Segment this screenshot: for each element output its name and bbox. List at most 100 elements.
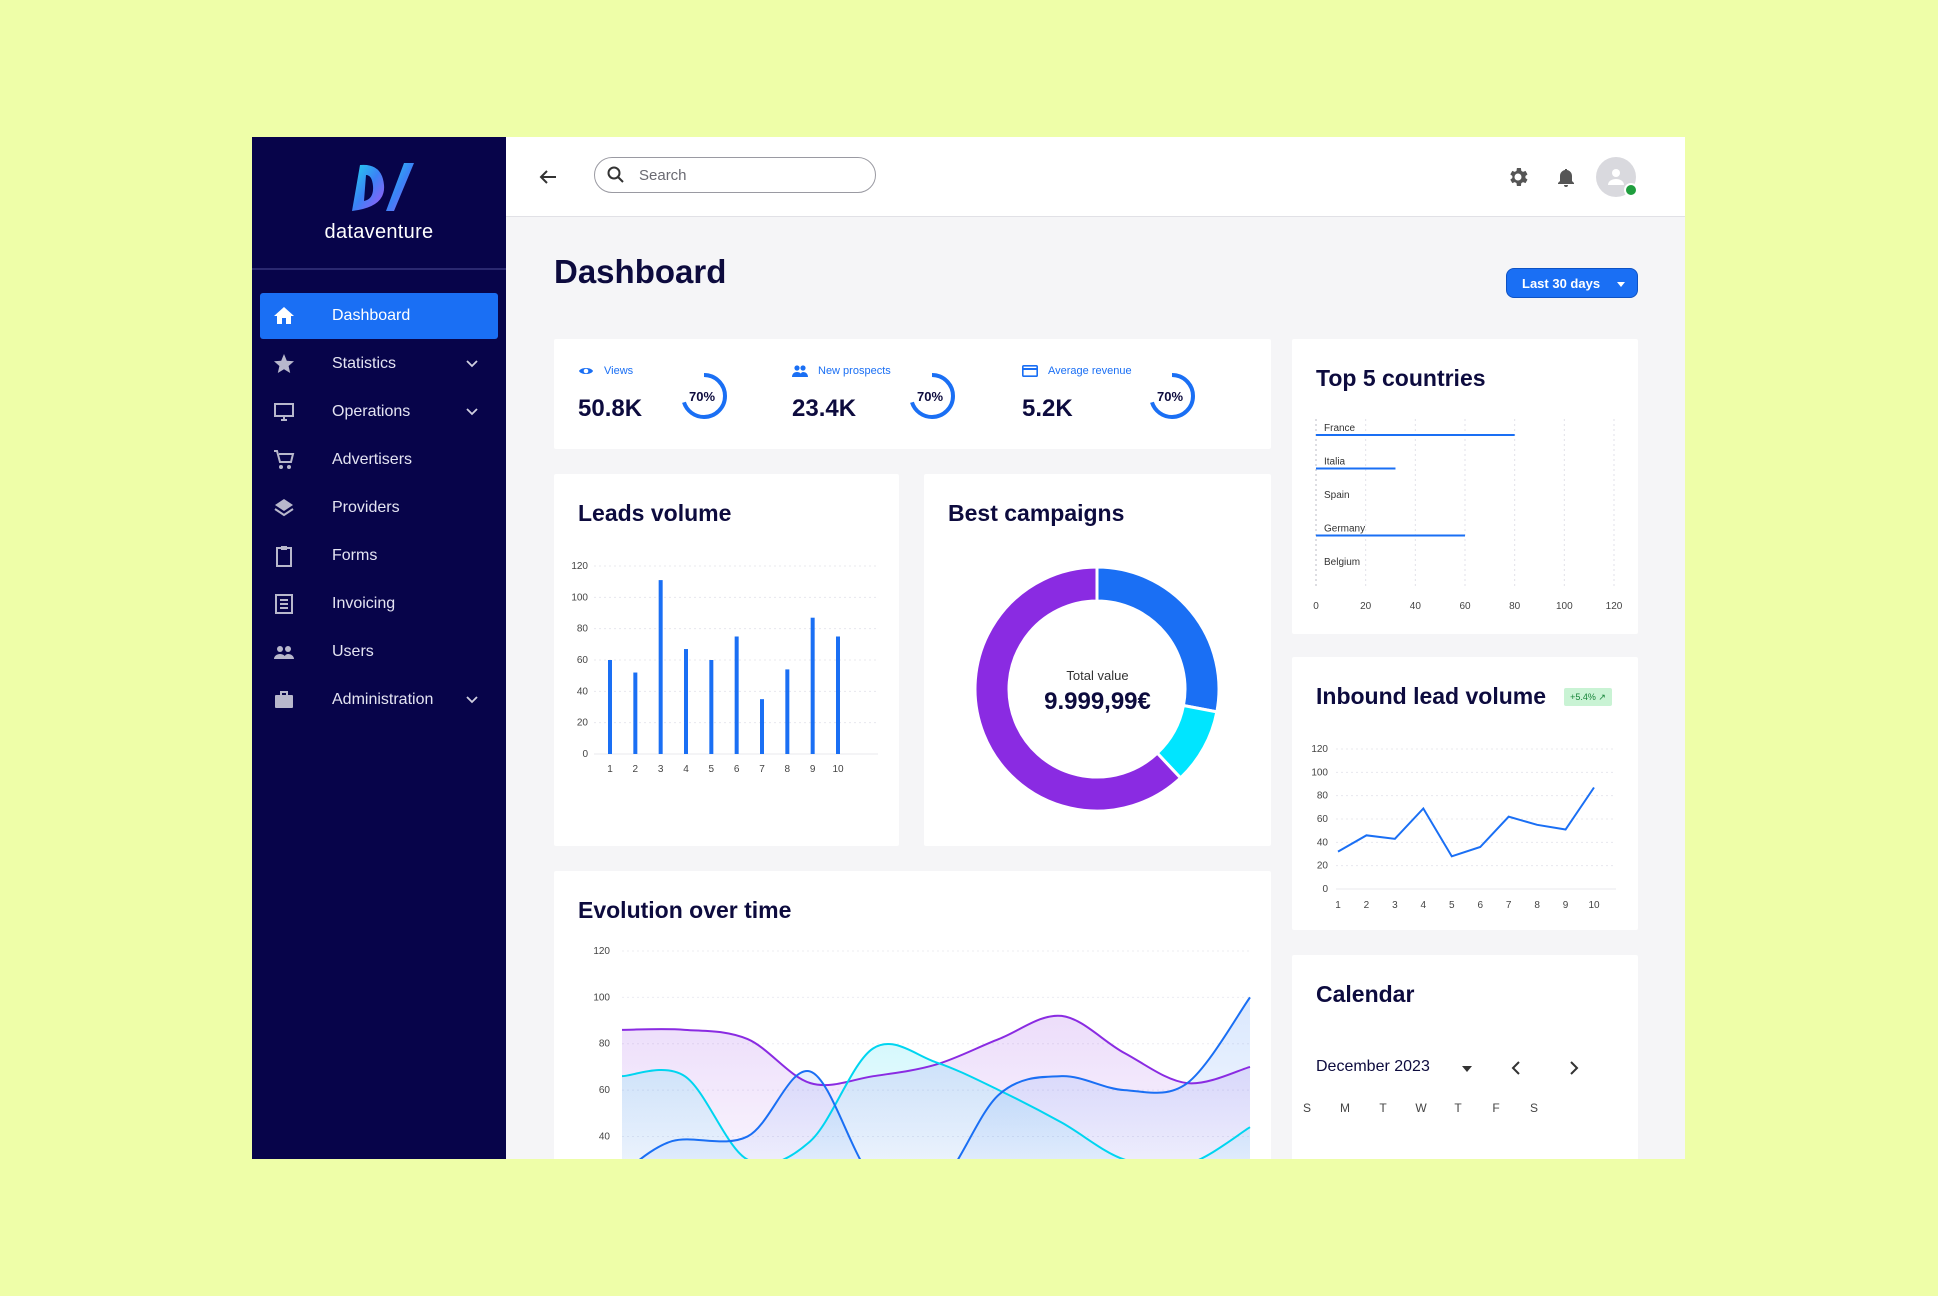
countries-chart: 0 20 40 60 80 100 120 France Italia Spain Germany B… — [1313, 419, 1623, 612]
kpi-progress-ring — [909, 373, 955, 419]
bar — [684, 649, 688, 754]
briefcase-icon — [275, 691, 293, 708]
sidebar-divider — [252, 268, 506, 270]
top-bar — [506, 137, 1685, 217]
series-line — [638, 996, 1251, 1159]
x-tick-label: 3 — [1392, 900, 1398, 911]
sidebar-item-label: Advertisers — [332, 451, 413, 468]
x-tick-label: 5 — [709, 764, 715, 775]
sidebar-item-providers[interactable]: Providers — [260, 485, 498, 531]
chevron-right-icon[interactable] — [1564, 1059, 1582, 1077]
y-tick-label: 60 — [599, 1085, 611, 1096]
brand-name: dataventure — [324, 221, 434, 243]
x-tick-label: 80 — [1509, 601, 1521, 612]
inbound-line-chart: 0 20 40 60 80 100 120 1 2 3 4 5 6 7 8 9 10 — [1311, 744, 1616, 911]
kpi-progress-ring — [1149, 373, 1195, 419]
country-label: Germany — [1324, 524, 1365, 535]
sidebar-item-label: Users — [332, 643, 374, 660]
country-label: France — [1324, 423, 1356, 434]
kpi-card: Views 50.8K 70% New prospects 23.4K 70% … — [554, 339, 1271, 449]
caret-down-icon[interactable] — [1462, 1066, 1472, 1072]
bar — [734, 636, 739, 754]
star-icon — [274, 354, 294, 373]
page-title: Dashboard — [554, 253, 727, 290]
x-tick-label: 1 — [1335, 900, 1341, 911]
x-tick-label: 1 — [607, 764, 613, 775]
kpi-label: Average revenue — [1048, 365, 1132, 377]
trend-badge: +5.4% ↗ — [1564, 688, 1612, 706]
x-tick-label: 20 — [1360, 601, 1372, 612]
sidebar-item-statistics[interactable]: Statistics — [260, 341, 498, 387]
x-tick-label: 5 — [1449, 900, 1455, 911]
x-tick-label: 4 — [1421, 900, 1427, 911]
weekday-label: F — [1492, 1101, 1500, 1115]
sidebar-item-users[interactable]: Users — [260, 629, 498, 675]
sidebar-item-label: Invoicing — [332, 595, 396, 612]
y-tick-label: 0 — [582, 749, 588, 760]
y-tick-label: 100 — [593, 992, 610, 1003]
bell-icon[interactable] — [1554, 165, 1578, 189]
eye-icon — [579, 368, 593, 374]
chevron-down-icon[interactable] — [464, 691, 480, 707]
y-tick-label: 80 — [1317, 791, 1329, 802]
receipt-icon — [275, 594, 293, 614]
sidebar-item-operations[interactable]: Operations — [260, 389, 498, 435]
chevron-down-icon[interactable] — [464, 355, 480, 371]
x-tick-label: 60 — [1459, 601, 1471, 612]
sidebar-item-advertisers[interactable]: Advertisers — [260, 437, 498, 483]
series-line — [1337, 786, 1595, 858]
kpi-value: 50.8K — [578, 395, 643, 422]
leads-bar-chart: 0 20 40 60 80 100 120 1 2 3 4 5 6 7 8 9 10 — [571, 561, 878, 775]
sidebar-item-administration[interactable]: Administration — [260, 677, 498, 723]
sidebar: dataventure Dashboard Statistics Operati… — [252, 137, 506, 1159]
card-title: Top 5 countries — [1316, 365, 1486, 391]
x-tick-label: 3 — [658, 764, 664, 775]
brand-logo[interactable]: dataventure — [252, 137, 506, 267]
x-tick-label: 4 — [683, 764, 689, 775]
caret-down-icon — [1617, 282, 1625, 287]
y-tick-label: 20 — [577, 718, 589, 729]
card-title: Leads volume — [578, 500, 732, 526]
chevron-left-icon[interactable] — [1508, 1059, 1526, 1077]
ring-arc — [681, 373, 727, 419]
sidebar-item-forms[interactable]: Forms — [260, 533, 498, 579]
sidebar-item-label: Statistics — [332, 355, 397, 372]
users-icon — [792, 365, 808, 377]
chevron-down-icon[interactable] — [464, 403, 480, 419]
sidebar-nav: Dashboard Statistics Operations Advertis… — [260, 293, 498, 725]
kpi-views: Views 50.8K 70% — [578, 339, 778, 449]
ring-arc — [1149, 373, 1195, 419]
weekday-label: T — [1379, 1101, 1387, 1115]
x-tick-label: 7 — [759, 764, 765, 775]
y-tick-label: 40 — [599, 1131, 611, 1142]
sidebar-item-label: Dashboard — [332, 307, 411, 324]
date-range-dropdown[interactable]: Last 30 days — [1506, 268, 1638, 298]
calendar-month-select[interactable]: December 2023 — [1316, 1058, 1430, 1075]
monitor-icon — [274, 403, 294, 421]
x-tick-label: 10 — [1588, 900, 1600, 911]
logo-mark-icon — [352, 163, 414, 211]
kpi-value: 5.2K — [1022, 395, 1073, 422]
x-tick-label: 9 — [810, 764, 816, 775]
sidebar-item-dashboard[interactable]: Dashboard — [260, 293, 498, 339]
x-tick-label: 7 — [1506, 900, 1512, 911]
search-input[interactable] — [637, 164, 861, 186]
search-box[interactable] — [594, 157, 876, 193]
kpi-percent: 70% — [1156, 389, 1184, 404]
donut-total-value: 9.999,99€ — [1044, 688, 1151, 715]
card-title: Calendar — [1316, 981, 1415, 1007]
kpi-percent: 70% — [916, 389, 944, 404]
online-status-dot — [1624, 183, 1638, 197]
y-tick-label: 80 — [599, 1039, 611, 1050]
user-avatar[interactable] — [1596, 157, 1638, 197]
sidebar-item-invoicing[interactable]: Invoicing — [260, 581, 498, 627]
bar — [633, 672, 638, 754]
ring-arc — [909, 373, 955, 419]
sidebar-item-label: Providers — [332, 499, 400, 516]
series-line — [621, 1043, 1251, 1159]
gear-icon[interactable] — [1506, 165, 1530, 189]
back-arrow-icon[interactable] — [536, 165, 560, 189]
sidebar-item-label: Forms — [332, 547, 378, 564]
weekday-label: M — [1340, 1101, 1350, 1115]
